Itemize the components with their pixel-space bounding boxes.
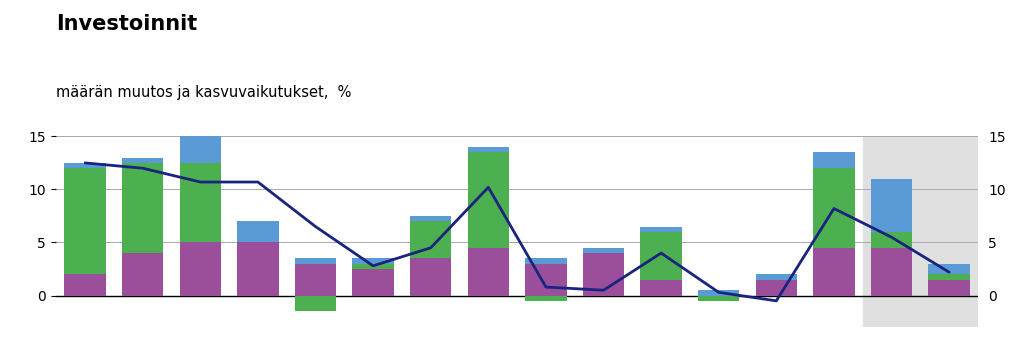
Bar xyxy=(352,258,394,264)
Bar xyxy=(870,248,912,296)
Bar xyxy=(813,248,855,296)
Bar xyxy=(929,264,970,274)
Bar xyxy=(468,147,509,152)
Bar xyxy=(410,221,452,258)
Bar xyxy=(525,258,566,264)
Bar xyxy=(525,296,566,301)
Bar xyxy=(295,264,336,296)
Bar xyxy=(179,242,221,296)
Bar xyxy=(468,248,509,296)
Bar xyxy=(122,253,164,296)
Bar xyxy=(756,280,797,296)
Bar xyxy=(179,136,221,163)
Bar xyxy=(295,258,336,264)
Bar xyxy=(640,232,682,280)
Bar xyxy=(813,168,855,248)
Bar xyxy=(65,163,105,168)
Bar xyxy=(352,269,394,296)
Text: Investoinnit: Investoinnit xyxy=(56,14,198,34)
Bar xyxy=(179,163,221,242)
Bar xyxy=(352,264,394,269)
Bar xyxy=(410,216,452,221)
Bar xyxy=(756,274,797,280)
Bar xyxy=(870,179,912,232)
Bar xyxy=(583,253,625,296)
Bar xyxy=(640,226,682,232)
Bar xyxy=(238,221,279,242)
Bar xyxy=(295,296,336,311)
Bar xyxy=(410,258,452,296)
Bar xyxy=(583,248,625,253)
Bar xyxy=(640,280,682,296)
Bar xyxy=(65,168,105,274)
Bar xyxy=(122,163,164,253)
Bar xyxy=(468,152,509,248)
Bar xyxy=(813,152,855,168)
Bar xyxy=(122,158,164,163)
Bar xyxy=(698,290,739,296)
Bar xyxy=(929,274,970,280)
Bar xyxy=(525,264,566,296)
Bar xyxy=(698,296,739,301)
Bar xyxy=(698,296,739,301)
Bar xyxy=(65,274,105,296)
Bar xyxy=(862,136,978,327)
Bar xyxy=(238,242,279,296)
Bar xyxy=(929,280,970,296)
Text: määrän muutos ja kasvuvaikutukset,  %: määrän muutos ja kasvuvaikutukset, % xyxy=(56,85,351,100)
Bar xyxy=(870,232,912,248)
